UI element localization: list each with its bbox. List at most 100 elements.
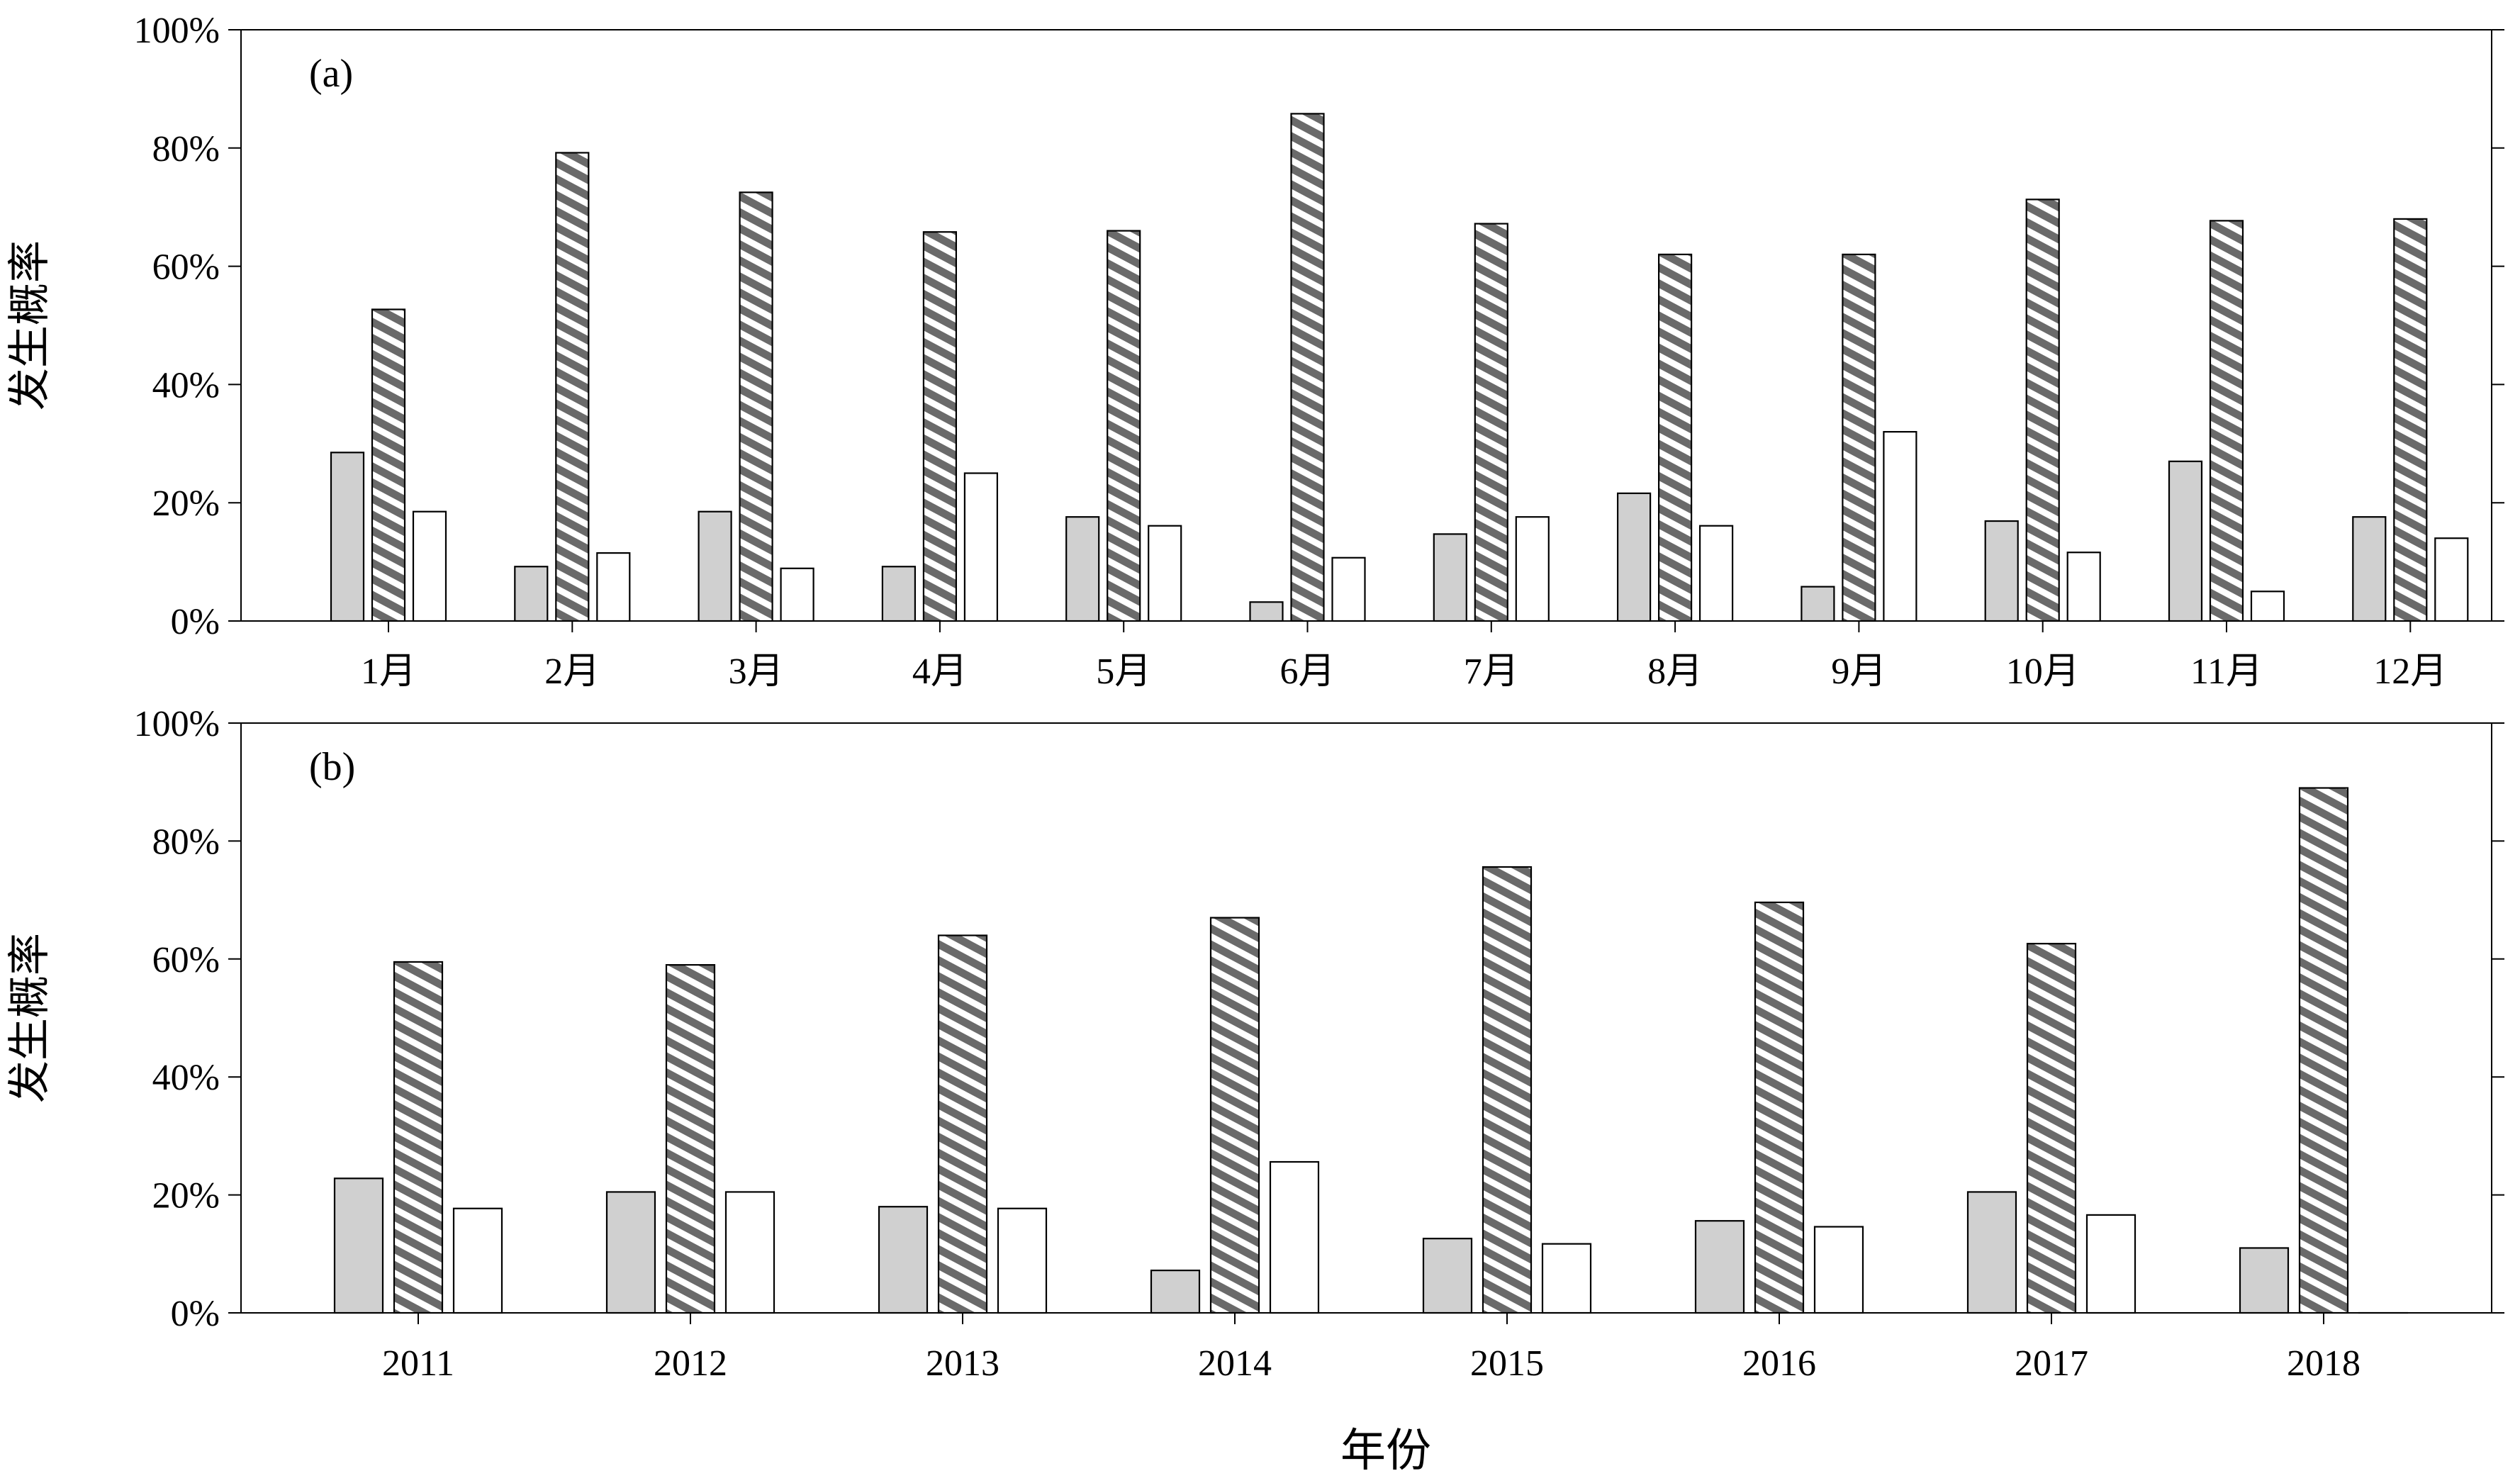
y-tick-label: 40%	[152, 365, 220, 405]
plot-frame	[241, 723, 2492, 1313]
y-axis-label: 发生概率	[6, 933, 53, 1103]
bar-white-11月	[2251, 591, 2284, 621]
x-tick-label: 5月	[1096, 651, 1151, 692]
bar-gray-10月	[1986, 521, 2018, 621]
x-tick-label: 2月	[544, 651, 600, 692]
x-tick-label: 12月	[2373, 651, 2447, 692]
x-tick-label: 3月	[729, 651, 784, 692]
bar-white-1月	[413, 512, 446, 621]
bar-white-2017	[2087, 1215, 2135, 1313]
bar-striped-2013	[939, 936, 987, 1313]
x-tick-label: 2018	[2287, 1343, 2361, 1384]
bar-striped-2011	[394, 962, 442, 1313]
y-tick-label: 80%	[152, 129, 220, 169]
panel-label: (a)	[309, 52, 353, 96]
bar-gray-2015	[1423, 1238, 1472, 1313]
bar-striped-4月	[924, 232, 956, 621]
bar-striped-1月	[372, 309, 405, 621]
bar-striped-11月	[2210, 220, 2243, 621]
bar-gray-2011	[335, 1178, 383, 1313]
bar-gray-7月	[1434, 534, 1467, 621]
x-axis-label: 年份	[1340, 1426, 1431, 1476]
y-tick-label: 40%	[152, 1058, 220, 1098]
panel-label: (b)	[309, 745, 355, 789]
y-tick-label: 80%	[152, 822, 220, 862]
bar-gray-2017	[1968, 1192, 2016, 1313]
bar-gray-6月	[1250, 602, 1283, 621]
x-tick-label: 2015	[1470, 1343, 1544, 1384]
y-tick-label: 100%	[134, 11, 220, 51]
bar-gray-5月	[1066, 517, 1099, 621]
bar-white-2014	[1270, 1162, 1318, 1313]
x-tick-label: 11月	[2190, 651, 2263, 692]
bar-white-10月	[2068, 552, 2100, 621]
x-tick-label: 10月	[2006, 651, 2080, 692]
bar-white-2012	[726, 1192, 774, 1313]
bar-striped-10月	[2027, 199, 2059, 621]
y-axis-label: 发生概率	[6, 240, 53, 410]
bar-white-9月	[1883, 432, 1916, 621]
bar-gray-2018	[2240, 1248, 2288, 1313]
y-tick-label: 100%	[134, 704, 220, 744]
bar-white-2016	[1815, 1227, 1863, 1313]
x-tick-label: 8月	[1647, 651, 1703, 692]
bar-gray-12月	[2353, 517, 2385, 621]
bar-gray-9月	[1801, 587, 1834, 621]
x-tick-label: 2011	[382, 1343, 454, 1384]
bar-white-2月	[597, 553, 629, 621]
y-tick-label: 0%	[171, 1294, 220, 1334]
bar-gray-8月	[1618, 493, 1650, 621]
bar-white-2015	[1542, 1244, 1591, 1313]
bar-white-2013	[998, 1209, 1046, 1313]
bar-striped-3月	[740, 192, 773, 621]
y-tick-label: 20%	[152, 1176, 220, 1216]
bar-gray-2014	[1151, 1270, 1199, 1313]
bar-striped-5月	[1107, 231, 1140, 621]
bar-striped-2月	[556, 152, 588, 621]
bar-striped-12月	[2394, 219, 2426, 621]
x-tick-label: 9月	[1831, 651, 1886, 692]
bar-gray-1月	[331, 452, 364, 621]
bar-gray-11月	[2169, 461, 2202, 621]
bar-white-8月	[1700, 526, 1732, 621]
chart-panel-b: 0% 20% 40% 60% 80% 100% 发生概率 (b) 2011 2012 2013 201…	[6, 704, 2504, 1384]
x-tick-label: 2017	[2015, 1343, 2088, 1384]
bar-striped-7月	[1475, 224, 1508, 621]
bar-gray-2012	[607, 1192, 655, 1313]
x-tick-label: 2014	[1198, 1343, 1272, 1384]
bar-gray-3月	[699, 512, 732, 621]
y-tick-label: 60%	[152, 247, 220, 288]
bar-striped-2012	[666, 965, 715, 1313]
y-tick-label: 20%	[152, 483, 220, 524]
y-tick-label: 0%	[171, 602, 220, 642]
bar-striped-8月	[1659, 254, 1691, 621]
x-tick-label: 1月	[361, 651, 416, 692]
bar-white-3月	[781, 569, 814, 621]
bar-white-4月	[965, 474, 997, 622]
bar-striped-9月	[1842, 254, 1875, 621]
bar-gray-2013	[879, 1207, 927, 1313]
bar-striped-6月	[1292, 113, 1324, 621]
bar-gray-2016	[1696, 1221, 1744, 1313]
x-tick-label: 6月	[1279, 651, 1335, 692]
x-tick-label: 7月	[1464, 651, 1519, 692]
x-tick-label: 2012	[654, 1343, 727, 1384]
bar-striped-2015	[1483, 867, 1531, 1313]
bar-gray-2月	[515, 566, 547, 621]
x-tick-label: 2016	[1742, 1343, 1816, 1384]
bar-white-7月	[1516, 517, 1549, 621]
bar-striped-2014	[1211, 918, 1259, 1313]
x-tick-label: 2013	[926, 1343, 999, 1384]
bar-white-5月	[1148, 526, 1181, 621]
bar-striped-2017	[2027, 944, 2076, 1313]
y-tick-label: 60%	[152, 940, 220, 980]
bar-striped-2018	[2300, 788, 2348, 1313]
bar-white-2011	[454, 1209, 502, 1313]
bar-striped-2016	[1755, 902, 1803, 1313]
bar-gray-4月	[883, 566, 915, 621]
bar-white-6月	[1333, 558, 1365, 621]
bar-white-12月	[2435, 538, 2468, 621]
